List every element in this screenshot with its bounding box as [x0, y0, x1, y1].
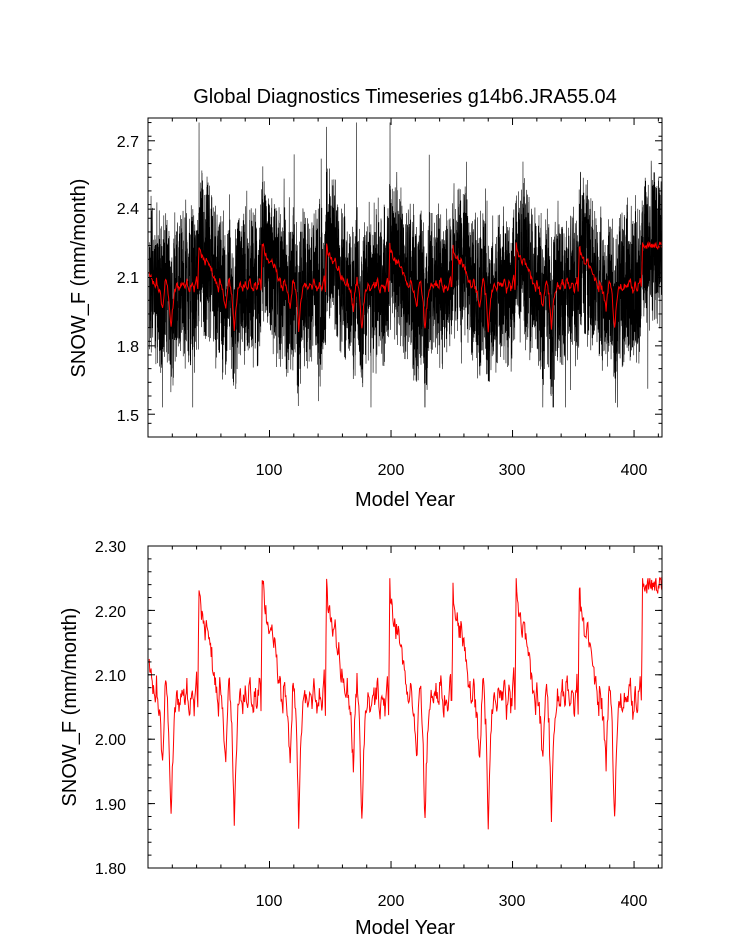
- top-xtick-label: 300: [499, 462, 526, 479]
- bottom-annual-series: [148, 576, 663, 830]
- bottom-ytick-label: 2.30: [95, 539, 126, 556]
- bottom-ytick-label: 2.00: [95, 732, 126, 749]
- bottom-ytick-label: 1.80: [95, 861, 126, 878]
- top-ytick-label: 1.5: [117, 408, 139, 425]
- bottom-xtick-label: 100: [256, 893, 283, 910]
- top-monthly-series: [148, 122, 663, 408]
- bottom-xaxis-label: Model Year: [355, 917, 455, 939]
- bottom-yaxis-label: SNOW_F (mm/month): [59, 608, 81, 807]
- chart-title: Global Diagnostics Timeseries g14b6.JRA5…: [193, 86, 617, 108]
- bottom-ytick-label: 2.10: [95, 668, 126, 685]
- bottom-ytick-label: 2.20: [95, 604, 126, 621]
- bottom-xtick-label: 400: [621, 893, 648, 910]
- top-xtick-label: 200: [378, 462, 405, 479]
- top-ytick-label: 2.1: [117, 270, 139, 287]
- bottom-xtick-label: 300: [499, 893, 526, 910]
- bottom-tick-marks: [148, 545, 662, 869]
- top-ytick-label: 2.4: [117, 201, 139, 218]
- top-xtick-label: 400: [621, 462, 648, 479]
- bottom-ytick-label: 1.90: [95, 797, 126, 814]
- top-tick-marks: [148, 118, 662, 438]
- top-ytick-label: 1.8: [117, 339, 139, 356]
- annual-mean-line: [148, 576, 663, 830]
- monthly-series-line: [148, 122, 663, 408]
- bottom-panel: 1.80 1.90 2.00 2.10 2.20 2.30 100 200 30…: [59, 539, 663, 939]
- annual-mean-line: [148, 240, 663, 333]
- bottom-xtick-label: 200: [378, 893, 405, 910]
- top-ytick-label: 2.7: [117, 134, 139, 151]
- bottom-plot-frame: [147, 545, 663, 869]
- top-annual-series: [148, 240, 663, 333]
- top-yaxis-label: SNOW_F (mm/month): [68, 179, 90, 378]
- top-xaxis-label: Model Year: [355, 489, 455, 511]
- top-xtick-label: 100: [256, 462, 283, 479]
- top-panel: Global Diagnostics Timeseries g14b6.JRA5…: [68, 86, 663, 511]
